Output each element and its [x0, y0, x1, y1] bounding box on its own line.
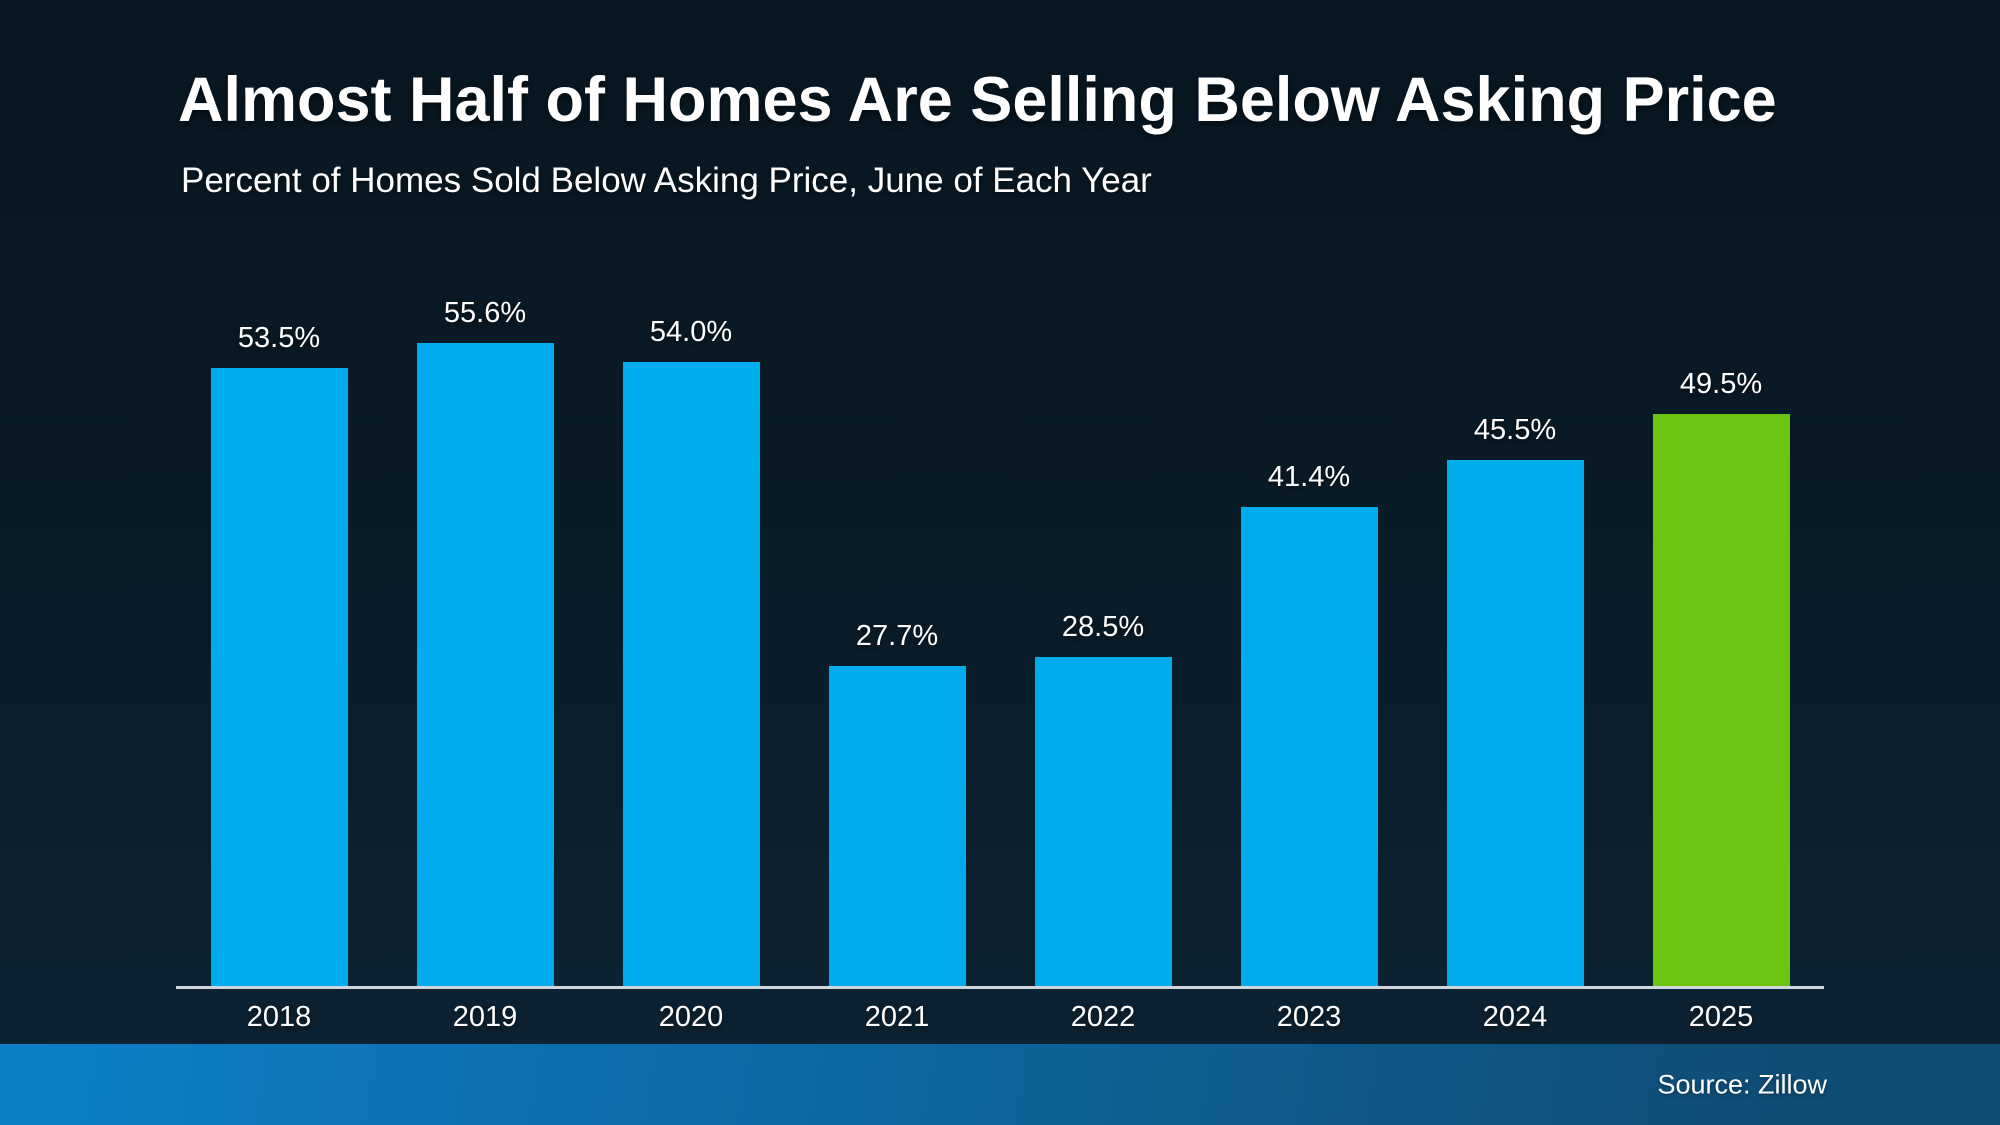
bar-2021: [828, 666, 966, 986]
bar-2025: [1652, 414, 1790, 986]
bar-value-label-2023: 41.4%: [1267, 461, 1351, 493]
bar-column-2020: 54.0%: [588, 316, 794, 986]
x-axis-tick-2021: 2021: [864, 1001, 930, 1033]
bar-column-2025: 49.5%: [1618, 368, 1824, 986]
bar-column-2019: 55.6%: [382, 297, 588, 986]
bar-column-2023: 41.4%: [1206, 461, 1412, 986]
bar-2024: [1446, 460, 1584, 986]
bar-column-2022: 28.5%: [1000, 611, 1206, 986]
x-axis-labels: 2018 2019 2020 2021 2022 2023 2024 2025: [176, 1001, 1824, 1034]
bar-value-label-2018: 53.5%: [237, 322, 321, 354]
bar-value-label-2020: 54.0%: [649, 316, 733, 348]
bar-2018: [210, 368, 348, 986]
bar-value-label-2021: 27.7%: [855, 620, 939, 652]
x-axis-tick-2024: 2024: [1482, 1001, 1548, 1033]
x-axis-line: [176, 986, 1824, 989]
source-credit: Source: Zillow: [1657, 1069, 1827, 1099]
x-axis-tick-2023: 2023: [1276, 1001, 1342, 1033]
chart-subtitle: Percent of Homes Sold Below Asking Price…: [181, 161, 1152, 200]
x-axis-tick-2019: 2019: [452, 1001, 518, 1033]
plot-area: 53.5% 55.6% 54.0% 27.7% 28.5% 41.4% 45.5% 49.5%: [176, 297, 1824, 986]
bar-column-2024: 45.5%: [1412, 414, 1618, 986]
bar-value-label-2024: 45.5%: [1473, 414, 1557, 446]
bar-value-label-2022: 28.5%: [1061, 611, 1145, 643]
x-axis-tick-2022: 2022: [1070, 1001, 1136, 1033]
bar-column-2018: 53.5%: [176, 322, 382, 986]
bar-column-2021: 27.7%: [794, 620, 1000, 986]
bar-2019: [416, 343, 554, 986]
x-axis-tick-2018: 2018: [246, 1001, 312, 1033]
x-axis-tick-2025: 2025: [1688, 1001, 1754, 1033]
bar-2020: [622, 362, 760, 986]
bar-2022: [1034, 657, 1172, 986]
footer-bar: Source: Zillow: [0, 1044, 2000, 1125]
x-axis-tick-2020: 2020: [658, 1001, 724, 1033]
bar-value-label-2025: 49.5%: [1679, 368, 1763, 400]
bar-2023: [1240, 507, 1378, 986]
bar-value-label-2019: 55.6%: [443, 297, 527, 329]
chart-title: Almost Half of Homes Are Selling Below A…: [178, 65, 1777, 135]
